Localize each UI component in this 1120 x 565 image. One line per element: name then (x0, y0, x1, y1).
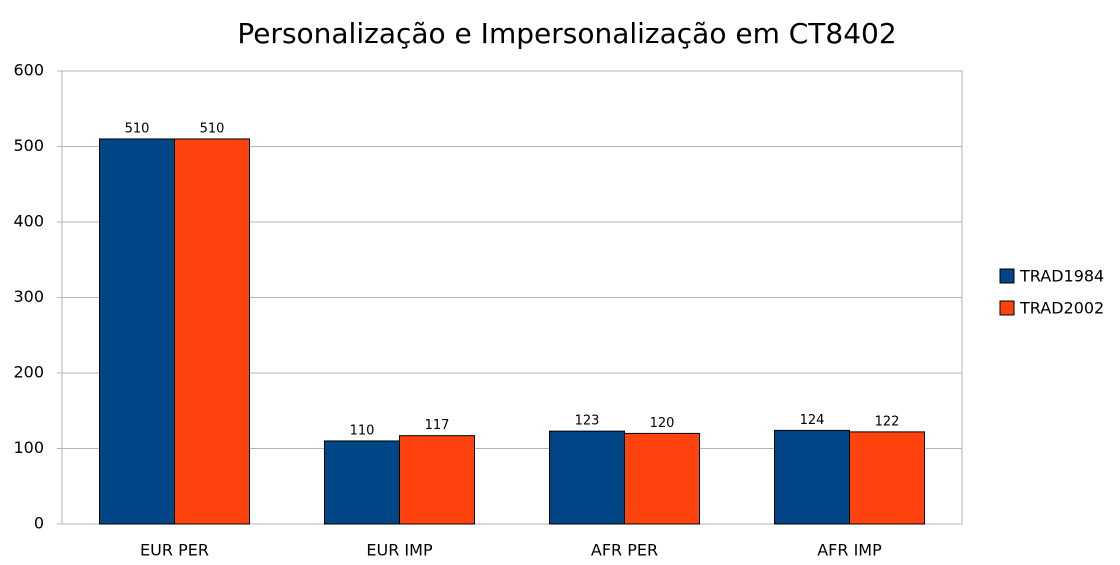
bar (399, 435, 475, 525)
chart-title: Personalização e Impersonalização em CT8… (237, 17, 896, 50)
bar (549, 430, 625, 525)
bar (849, 431, 925, 525)
value-label: 117 (425, 418, 450, 433)
x-tick-label: AFR IMP (817, 541, 882, 560)
value-label: 510 (200, 121, 225, 136)
y-tick-label: 100 (13, 438, 44, 457)
legend-label: TRAD1984 (1019, 267, 1104, 286)
legend-swatch (999, 268, 1015, 284)
bar (174, 138, 250, 525)
value-label: 122 (875, 414, 900, 429)
y-tick-label: 500 (13, 136, 44, 155)
value-label: 110 (350, 423, 375, 438)
legend-label: TRAD2002 (1019, 299, 1104, 318)
y-tick-label: 0 (34, 514, 44, 533)
x-tick-label: EUR PER (140, 541, 209, 560)
value-label: 124 (800, 413, 825, 428)
value-label: 123 (575, 414, 600, 429)
value-label: 120 (650, 416, 675, 431)
bar (774, 429, 850, 525)
y-tick-label: 300 (13, 287, 44, 306)
bar (324, 440, 400, 525)
x-tick-label: AFR PER (591, 541, 658, 560)
bar (624, 432, 700, 525)
bar (99, 138, 175, 525)
x-tick-label: EUR IMP (366, 541, 433, 560)
y-tick-label: 200 (13, 363, 44, 382)
y-tick-label: 600 (13, 61, 44, 80)
value-label: 510 (125, 121, 150, 136)
y-tick-label: 400 (13, 212, 44, 231)
legend-swatch (999, 300, 1015, 316)
